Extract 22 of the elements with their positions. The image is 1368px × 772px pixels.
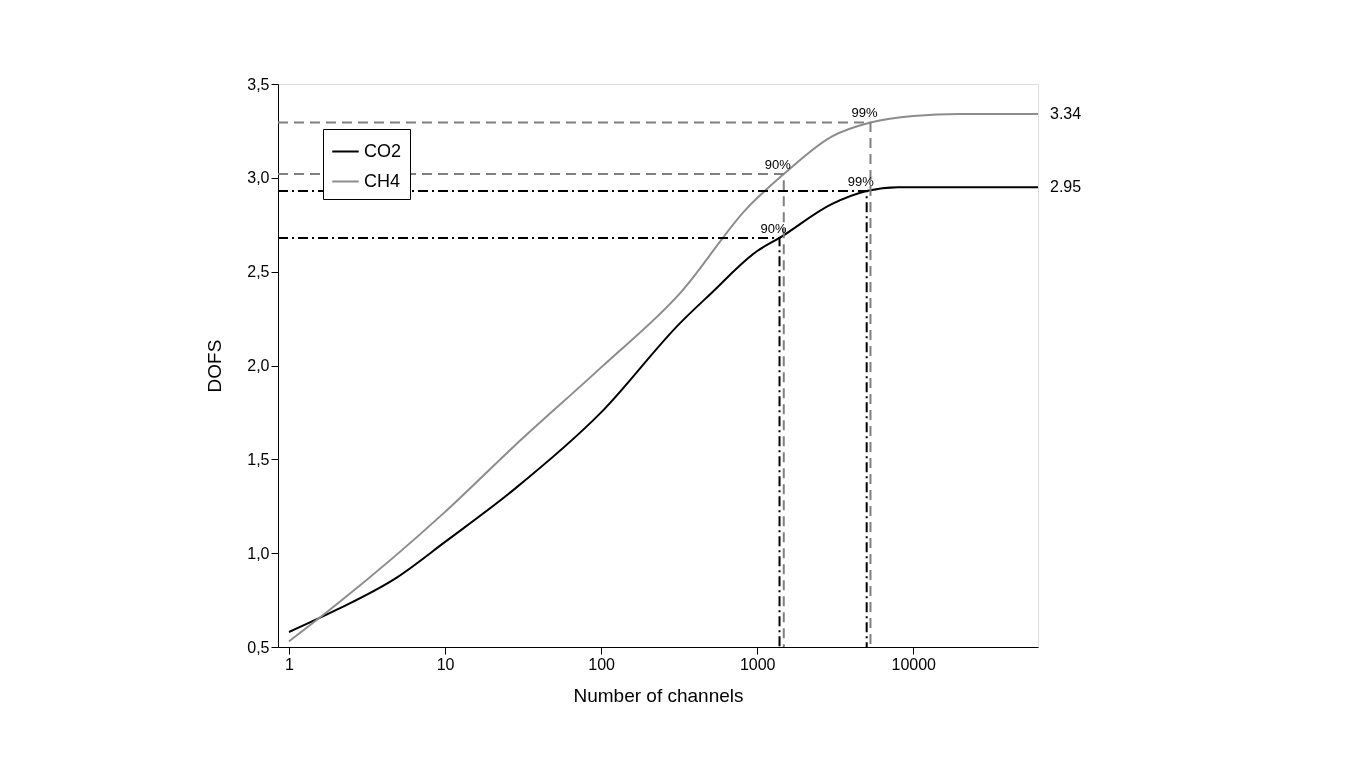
x-tick-label: 10000: [891, 655, 937, 673]
x-axis-title: Number of channels: [573, 684, 744, 706]
y-tick-label: 1,5: [247, 450, 270, 468]
y-tick-label: 3,5: [247, 75, 270, 93]
annotation: 2.95: [1050, 178, 1082, 196]
annotation: 99%: [851, 105, 878, 121]
annotation: 3.34: [1050, 105, 1082, 123]
x-tick-label: 10: [436, 655, 455, 673]
annotation: 90%: [764, 157, 792, 173]
annotation: 99%: [847, 173, 875, 189]
legend-label: CH4: [364, 170, 401, 191]
y-tick-label: 1,0: [247, 544, 270, 562]
x-tick-label: 100: [588, 655, 616, 673]
x-tick-label: 1: [285, 655, 295, 673]
y-tick-label: 0,5: [247, 638, 270, 656]
x-tick-label: 1000: [739, 655, 776, 673]
y-axis-title: DOFS: [204, 339, 226, 393]
y-tick-label: 2,0: [247, 357, 270, 374]
legend-label: CO2: [364, 140, 402, 161]
y-tick-label: 3,0: [247, 169, 270, 187]
y-tick-label: 2,5: [247, 263, 270, 281]
annotation: 90%: [760, 220, 787, 236]
